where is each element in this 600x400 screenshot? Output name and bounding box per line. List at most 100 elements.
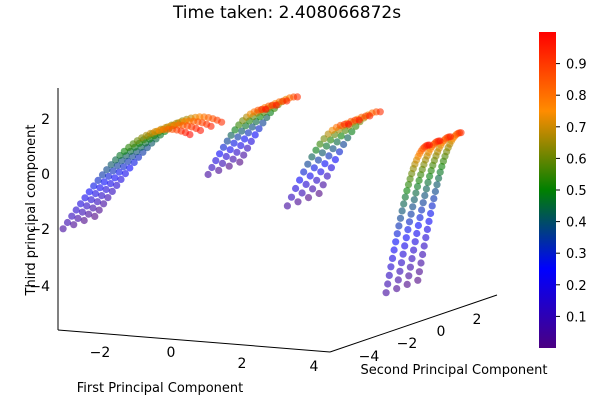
scatter-point [241, 135, 249, 143]
scatter-point [236, 158, 244, 166]
scatter-point [420, 242, 428, 250]
scatter-point [70, 221, 78, 229]
scatter-point [304, 160, 312, 168]
scatter-point [283, 202, 291, 210]
scatter-point [112, 156, 120, 164]
scatter-point [244, 129, 252, 137]
scatter-point [304, 194, 313, 202]
scatter-point [415, 176, 423, 185]
scatter-point [317, 168, 325, 176]
scatter-point [335, 148, 344, 156]
scatter-point [296, 176, 304, 184]
scatter-point [394, 276, 402, 284]
scatter-point [85, 210, 93, 218]
scatter-point [385, 271, 393, 279]
scatter-point [207, 122, 215, 130]
colorbar [539, 32, 556, 348]
scatter-point [414, 276, 422, 284]
scatter-point [302, 180, 310, 188]
scatter-point [115, 168, 123, 176]
scatter-point [417, 259, 425, 267]
colorbar-tick-label: 0.9 [566, 58, 587, 73]
scatter-point [196, 126, 205, 135]
scatter-point [424, 178, 432, 186]
x-axis-label: First Principal Component [77, 381, 244, 396]
scatter-point [411, 238, 419, 246]
scatter-point [409, 203, 417, 211]
scatter-point [344, 134, 352, 142]
scatter-point [414, 221, 422, 230]
scatter-point [333, 138, 341, 146]
scatter-point [345, 120, 353, 128]
scatter-point [397, 259, 406, 267]
scatter-point [382, 289, 390, 297]
scatter-point [428, 202, 436, 210]
scatter-point [247, 137, 255, 145]
scatter-point [229, 155, 237, 163]
scatter-point [223, 137, 231, 145]
scatter-point [90, 182, 98, 190]
scatter-point [98, 192, 106, 200]
y-tick-label: −2 [397, 336, 418, 352]
scatter-point [329, 145, 337, 153]
scatter-point [83, 202, 91, 210]
scatter-point [104, 194, 112, 202]
scatter-point [294, 198, 302, 206]
scatter-point [403, 187, 411, 195]
scatter-point [422, 234, 430, 242]
scatter-point [425, 217, 433, 225]
scatter-point [401, 242, 409, 250]
scatter-point [113, 162, 121, 170]
scatter-point [238, 127, 246, 135]
colorbar-tick-label: 0.8 [566, 89, 587, 104]
scatter-point [91, 212, 99, 220]
scatter-point [283, 97, 291, 105]
y-tick-label: −4 [359, 349, 380, 365]
scatter-points [59, 93, 465, 297]
scatter-point [408, 255, 416, 263]
scatter-point [121, 170, 129, 178]
scatter-point [243, 144, 252, 152]
x-tick-label: 4 [310, 359, 319, 375]
scatter-point [318, 149, 326, 157]
x-tick-label: 2 [238, 356, 247, 372]
scatter-point [416, 214, 424, 222]
scatter-point [404, 226, 412, 234]
scatter-point [337, 132, 345, 140]
z-tick-label: −2 [29, 222, 50, 238]
scatter-point [240, 151, 248, 159]
scatter-point [322, 142, 331, 150]
scatter-point [215, 166, 223, 174]
scatter-point [413, 182, 422, 191]
scatter-point [323, 172, 331, 180]
scatter-point [124, 157, 132, 165]
scatter-point [425, 141, 433, 149]
scatter-point [393, 285, 401, 293]
scatter-point [393, 230, 401, 238]
scatter-point [107, 161, 115, 169]
scatter-point [292, 184, 300, 193]
z-tick-label: −4 [29, 279, 50, 295]
scatter-point [262, 105, 270, 113]
scatter-point [412, 189, 420, 197]
scatter-point [98, 171, 107, 179]
scatter-point [96, 184, 104, 192]
scatter-point [398, 207, 406, 215]
scatter-point [95, 206, 103, 214]
scatter-point [293, 93, 301, 101]
scatter-point [109, 167, 117, 175]
scatter-point [316, 140, 324, 148]
scatter-point [396, 267, 404, 275]
colorbar-tick-label: 0.5 [566, 184, 587, 199]
scatter-point [402, 234, 410, 242]
scatter-point [418, 206, 426, 214]
scatter-point [400, 200, 408, 208]
scatter-point [219, 143, 228, 151]
colorbar-tick-label: 0.2 [566, 279, 587, 294]
scatter-point [421, 192, 429, 200]
scatter-point [309, 185, 317, 193]
scatter-point [427, 209, 435, 218]
scatter-point [72, 206, 80, 214]
scatter-point [102, 185, 110, 194]
